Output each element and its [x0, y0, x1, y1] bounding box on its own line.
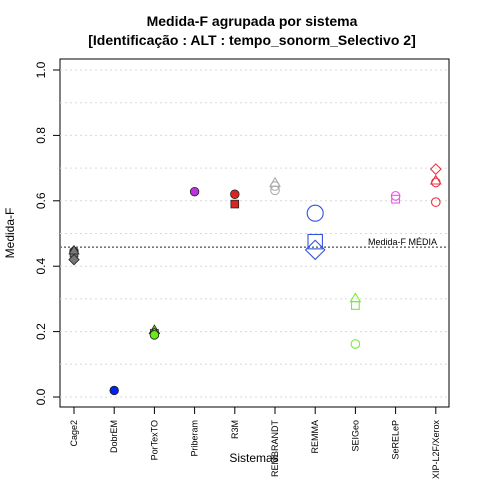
- data-point: [350, 339, 361, 349]
- y-tick-label: 0.8: [34, 127, 48, 144]
- x-tick-label: SeRELeP: [391, 420, 401, 460]
- data-point: [350, 301, 360, 310]
- chart-title: Medida-F agrupada por sistema: [147, 13, 358, 29]
- data-point: [230, 189, 240, 199]
- data-point: [230, 199, 240, 209]
- x-axis-label: Sistemas: [229, 451, 278, 465]
- data-point: [149, 330, 160, 340]
- data-point: [270, 185, 280, 196]
- data-point: [270, 181, 280, 191]
- data-point: [429, 163, 442, 176]
- data-point: [391, 194, 401, 204]
- y-tick-label: 0.4: [34, 258, 48, 275]
- y-tick-label: 0.6: [34, 192, 48, 209]
- reference-line-label: Medida-F MÉDIA: [368, 237, 437, 247]
- data-point: [430, 177, 441, 188]
- x-tick-label: Cage2: [69, 420, 79, 447]
- y-tick-label: 1.0: [34, 61, 48, 78]
- data-point: [430, 197, 441, 207]
- x-axis: Cage2 DobrEM PorTexTO Priberam R3M REMBRANDT R…: [69, 407, 441, 479]
- reference-line-group: Medida-F MÉDIA: [60, 237, 449, 249]
- data-point: [109, 385, 119, 396]
- data-point: [304, 239, 326, 261]
- x-tick-label: R3M: [230, 420, 240, 439]
- x-tick-label: XIP-L2F/Xerox: [431, 420, 441, 480]
- y-tick-label: 0.0: [34, 388, 48, 405]
- data-point: [306, 204, 324, 222]
- y-tick-label: 0.2: [34, 323, 48, 340]
- data-point: [307, 233, 323, 250]
- x-tick-label: REMBRANDT: [270, 420, 280, 478]
- x-tick-label: DobrEM: [109, 420, 119, 453]
- x-tick-label: REMMA: [310, 420, 320, 454]
- x-tick-label: PorTexTO: [149, 420, 159, 460]
- gridlines: [60, 69, 449, 398]
- data-point: [429, 174, 442, 185]
- chart-subtitle: [Identificação : ALT : tempo_sonorm_Sele…: [88, 32, 416, 48]
- data-point: [390, 191, 401, 201]
- y-axis: 0.0 0.2 0.4 0.6 0.8 1.0: [34, 61, 60, 405]
- data-points: [68, 163, 442, 396]
- data-point: [68, 253, 80, 266]
- data-point: [349, 292, 362, 303]
- x-tick-label: Priberam: [190, 420, 200, 457]
- data-point: [189, 186, 200, 197]
- x-tick-label: SEIGeo: [350, 420, 360, 452]
- y-axis-label: Medida-F: [3, 208, 17, 259]
